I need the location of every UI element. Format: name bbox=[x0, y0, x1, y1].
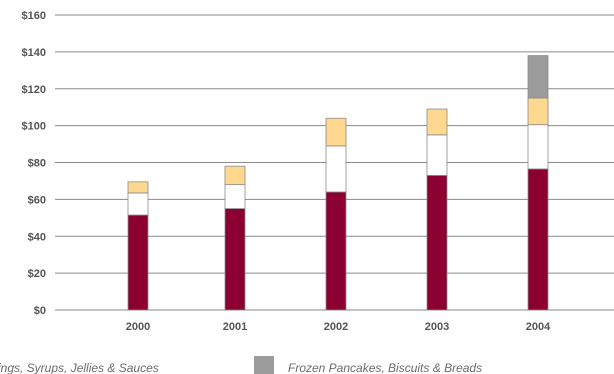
bar-segment-2003-series-3 bbox=[426, 108, 448, 136]
bars bbox=[127, 55, 549, 311]
y-tick-label: $140 bbox=[22, 47, 46, 59]
y-tick-label: $100 bbox=[22, 121, 46, 133]
bar-segment-2004-series-4 bbox=[527, 55, 549, 99]
bar-segment-2001-series-2 bbox=[224, 184, 246, 209]
y-tick-label: $120 bbox=[22, 84, 46, 96]
x-axis-ticks: 2000 2001 2002 2003 2004 bbox=[126, 321, 551, 333]
y-tick-label: $80 bbox=[28, 158, 46, 170]
y-tick-label: $40 bbox=[28, 231, 46, 243]
bar-segment-2004-series-2 bbox=[527, 124, 549, 170]
x-tick-label: 2000 bbox=[126, 321, 150, 333]
y-tick-label: $0 bbox=[34, 305, 46, 317]
x-tick-label: 2001 bbox=[223, 321, 247, 333]
legend-label-toppings: ings, Syrups, Jellies & Sauces bbox=[0, 361, 159, 374]
y-tick-label: $60 bbox=[28, 194, 46, 206]
y-tick-label: $20 bbox=[28, 268, 46, 280]
bar-segment-2000-series-2 bbox=[127, 192, 149, 216]
legend: ings, Syrups, Jellies & Sauces Frozen Pa… bbox=[0, 356, 482, 374]
bar-segment-2002-series-3 bbox=[325, 117, 347, 147]
x-tick-label: 2002 bbox=[324, 321, 348, 333]
legend-label-frozen: Frozen Pancakes, Biscuits & Breads bbox=[288, 361, 482, 374]
bar-segment-2001-series-1 bbox=[224, 208, 246, 311]
bar-segment-2002-series-1 bbox=[325, 191, 347, 311]
bar-segment-2001-series-3 bbox=[224, 165, 246, 186]
y-axis-ticks: $0 $20 $40 $60 $80 $100 $120 $140 $160 bbox=[22, 10, 46, 317]
bar-segment-2000-series-1 bbox=[127, 214, 149, 311]
legend-swatch-frozen bbox=[254, 356, 274, 374]
bar-segment-2004-series-1 bbox=[527, 168, 549, 311]
bar-segment-2004-series-3 bbox=[527, 97, 549, 126]
bar-segment-2000-series-3 bbox=[127, 181, 149, 194]
y-tick-label: $160 bbox=[22, 10, 46, 22]
x-tick-label: 2003 bbox=[425, 321, 449, 333]
bar-segment-2003-series-1 bbox=[426, 175, 448, 311]
x-tick-label: 2004 bbox=[526, 321, 551, 333]
bar-segment-2002-series-2 bbox=[325, 145, 347, 193]
bar-segment-2003-series-2 bbox=[426, 134, 448, 176]
